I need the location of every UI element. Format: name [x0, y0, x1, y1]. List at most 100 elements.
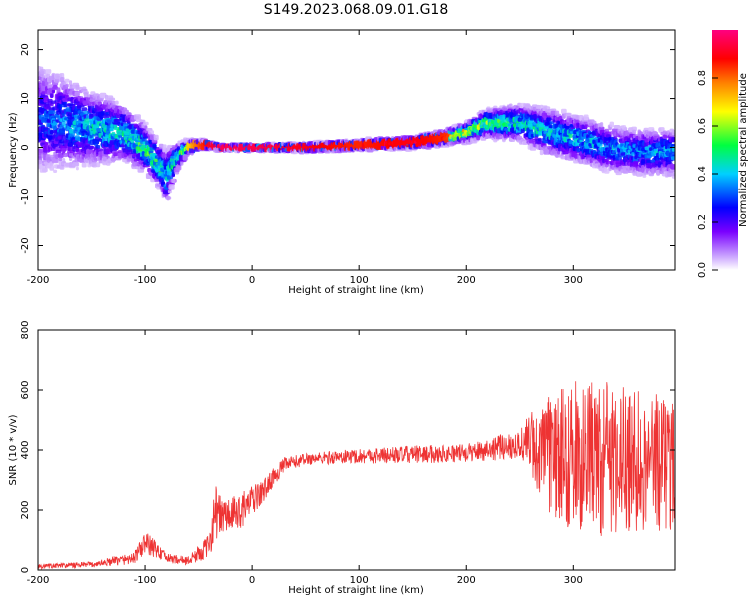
spectrogram-cell — [49, 93, 54, 98]
spectrogram-cell — [167, 189, 172, 194]
y-tick-label: 10 — [20, 92, 31, 105]
colorbar-tick-label: 0.6 — [697, 118, 708, 134]
spectrogram-cell — [81, 107, 88, 111]
colorbar-tick-label: 0.4 — [697, 166, 708, 182]
spectrogram-cell — [584, 124, 588, 129]
spectrogram-cell — [153, 134, 159, 141]
spectrogram-cell — [108, 97, 116, 101]
spectrogram-cell — [46, 104, 51, 108]
spectrogram-cell — [74, 91, 80, 96]
spectrogram-cell — [583, 114, 589, 121]
x-tick-label: 300 — [564, 575, 583, 586]
spectrogram-cell — [166, 195, 170, 201]
spectrogram-cell — [92, 129, 97, 135]
spectrogram-cell — [42, 168, 48, 173]
spectrogram-cell — [632, 129, 637, 134]
spectrogram-x-label: Height of straight line (km) — [288, 285, 424, 296]
spectrogram-cell — [599, 122, 604, 128]
spectrogram-cell — [148, 130, 154, 135]
x-tick-label: -100 — [134, 575, 157, 586]
spectrogram-cells — [38, 66, 675, 201]
spectrogram-cell — [61, 120, 66, 126]
spectrogram-cell — [89, 98, 97, 103]
x-tick-label: -200 — [27, 575, 50, 586]
spectrogram-cell — [171, 178, 176, 183]
spectrogram-cell — [40, 69, 46, 75]
spectrogram-cell — [95, 162, 101, 168]
spectrogram-cell — [58, 121, 62, 125]
spectrogram-cell — [105, 148, 111, 155]
spectrogram-cell — [51, 89, 55, 94]
colorbar-label: Normalized spectral amplitude — [738, 73, 749, 227]
y-tick-label: 0 — [20, 567, 31, 573]
spectrogram-cell — [81, 162, 87, 168]
y-tick-label: -20 — [20, 237, 31, 253]
spectrogram-cell — [61, 127, 66, 131]
spectrogram-cell — [113, 124, 117, 128]
colorbar-tick-label: 0.0 — [697, 262, 708, 278]
spectrogram-cell — [642, 174, 647, 178]
y-tick-label: 200 — [20, 500, 31, 519]
spectrogram-cell — [92, 162, 97, 168]
snr-x-ticks: -200 -100 0 100 200 300 — [27, 330, 583, 586]
spectrogram-cell — [48, 110, 56, 115]
spectrogram-cell — [166, 175, 173, 180]
spectrogram-cell — [158, 143, 164, 149]
spectrogram-cell — [45, 69, 52, 74]
spectrogram-cell — [63, 101, 68, 108]
spectrogram-cell — [175, 165, 182, 171]
spectrogram-cell — [99, 93, 107, 98]
spectrogram-cell — [171, 171, 175, 177]
spectrogram-y-label: Frequency (Hz) — [8, 112, 19, 188]
spectrogram-cell — [88, 145, 95, 150]
spectrogram-cell — [56, 87, 61, 93]
spectrogram-plot-area — [38, 66, 675, 201]
spectrogram-cell — [58, 157, 63, 162]
spectrogram-cell — [59, 73, 65, 79]
spectrogram-cell — [162, 144, 167, 150]
spectrogram-cell — [154, 158, 159, 163]
snr-x-label: Height of straight line (km) — [288, 585, 424, 596]
x-tick-label: 200 — [457, 575, 476, 586]
spectrogram-cell — [99, 115, 104, 119]
y-tick-label: 800 — [20, 320, 31, 339]
spectrogram-cell — [149, 173, 153, 177]
x-tick-label: -200 — [27, 275, 50, 286]
y-tick-label: -10 — [20, 188, 31, 204]
spectrogram-cell — [53, 169, 58, 173]
spectrogram-cell — [65, 83, 69, 88]
spectrogram-cell — [111, 158, 116, 163]
spectrogram-cell — [75, 166, 79, 171]
spectrogram-cell — [83, 110, 89, 116]
spectrogram-cell — [670, 164, 675, 169]
spectrogram-cell — [61, 148, 67, 152]
spectrogram-cell — [539, 149, 544, 156]
colorbar-gradient — [712, 30, 738, 270]
spectrogram-cell — [609, 121, 614, 128]
spectrogram-cell — [39, 148, 44, 154]
spectrogram-cell — [85, 115, 90, 119]
spectrogram-cell — [107, 119, 113, 124]
snr-plot-area — [37, 381, 675, 571]
y-tick-label: 20 — [20, 43, 31, 56]
spectrogram-cell — [114, 100, 119, 105]
spectrogram-cell — [117, 150, 123, 154]
x-tick-label: 300 — [564, 275, 583, 286]
spectrogram-cell — [83, 92, 89, 98]
y-tick-label: 400 — [20, 440, 31, 459]
spectrogram-cell — [75, 84, 80, 90]
spectrogram-cell — [143, 121, 149, 126]
spectrogram-cell — [72, 162, 80, 167]
x-tick-label: -100 — [134, 275, 157, 286]
spectrogram-cell — [133, 114, 141, 120]
y-tick-label: 0 — [20, 144, 31, 150]
spectrogram-cell — [95, 145, 101, 149]
spectrogram-cell — [633, 160, 639, 165]
x-tick-label: 200 — [457, 275, 476, 286]
spectrogram-cell — [566, 112, 572, 117]
spectrogram-cell — [170, 186, 174, 190]
spectrogram-cell — [109, 127, 114, 132]
